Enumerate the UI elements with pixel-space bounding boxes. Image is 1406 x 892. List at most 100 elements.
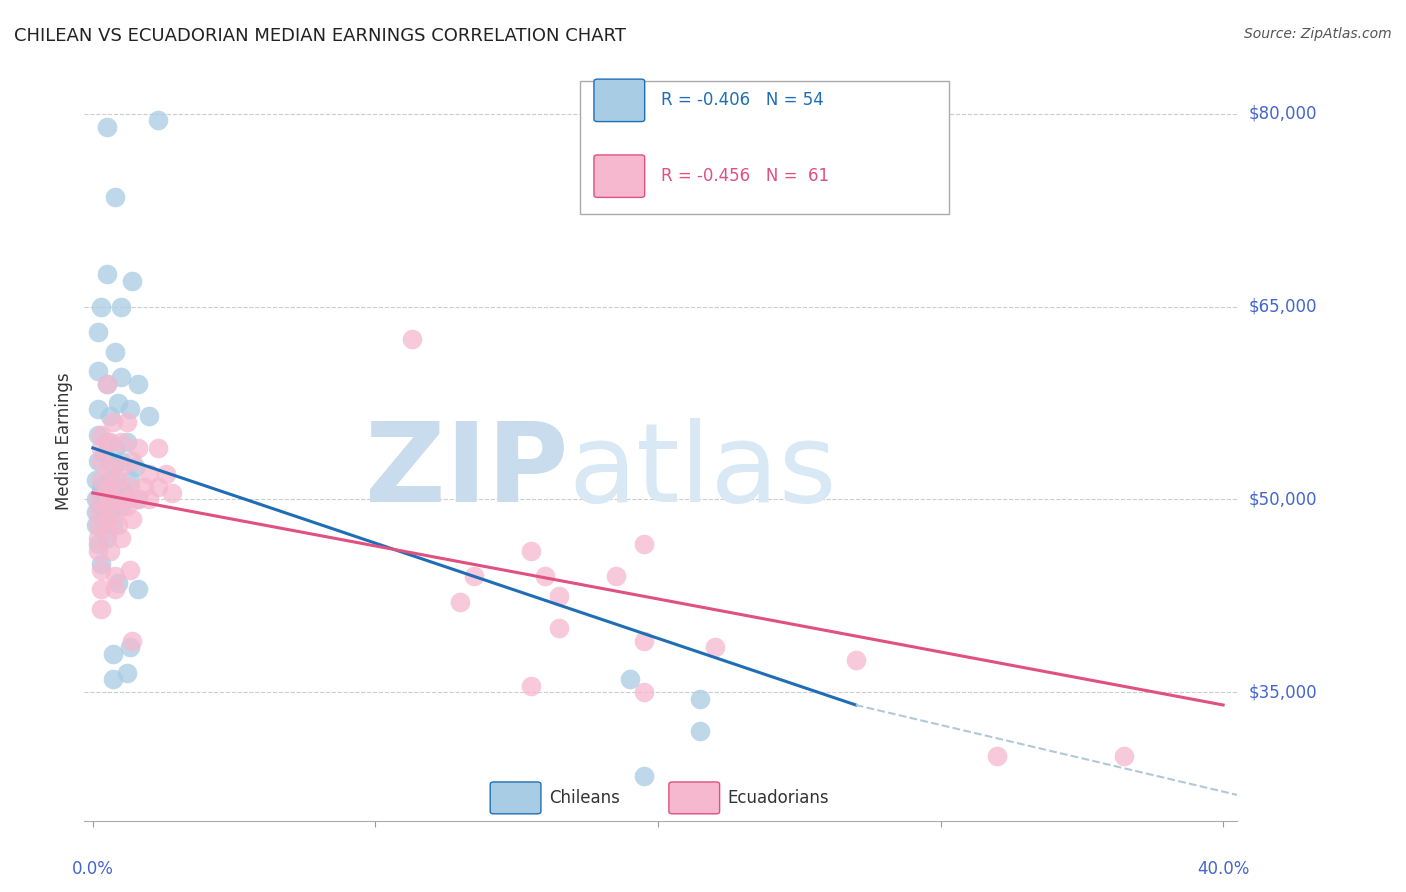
Point: [127, 492, 149, 507]
Point: [146, 441, 169, 455]
Point: [121, 454, 143, 468]
Point: [104, 582, 127, 597]
Point: [127, 492, 149, 507]
Point: [96, 120, 118, 134]
Point: [96, 376, 118, 391]
Point: [121, 511, 143, 525]
Point: [689, 723, 711, 738]
Point: [101, 415, 124, 429]
Point: [138, 467, 160, 481]
Point: [548, 621, 571, 635]
Point: [98, 505, 121, 519]
Point: [1114, 749, 1136, 764]
Point: [90, 499, 112, 513]
Point: [104, 441, 127, 455]
Point: [101, 673, 124, 687]
Point: [90, 441, 112, 455]
Point: [633, 537, 655, 551]
Point: [633, 633, 655, 648]
Point: [689, 691, 711, 706]
Point: [101, 647, 124, 661]
Text: Chileans: Chileans: [548, 789, 620, 807]
Text: $35,000: $35,000: [1249, 683, 1317, 701]
Point: [90, 428, 112, 442]
Point: [96, 486, 118, 500]
Text: $65,000: $65,000: [1249, 298, 1317, 316]
Y-axis label: Median Earnings: Median Earnings: [55, 373, 73, 510]
Point: [118, 402, 141, 417]
Point: [96, 434, 118, 449]
Point: [84, 473, 107, 487]
FancyBboxPatch shape: [593, 155, 645, 197]
Point: [96, 268, 118, 282]
Point: [138, 492, 160, 507]
Point: [90, 582, 112, 597]
Point: [121, 633, 143, 648]
Point: [605, 569, 627, 583]
Point: [87, 537, 110, 551]
Point: [96, 524, 118, 539]
Point: [98, 479, 121, 493]
Point: [98, 543, 121, 558]
Point: [87, 326, 110, 340]
Point: [107, 473, 129, 487]
Point: [107, 575, 129, 590]
Point: [104, 492, 127, 507]
Point: [520, 679, 543, 693]
Point: [104, 190, 127, 204]
Point: [98, 434, 121, 449]
Point: [98, 460, 121, 475]
Point: [87, 505, 110, 519]
Point: [633, 685, 655, 699]
Point: [107, 479, 129, 493]
Point: [96, 531, 118, 545]
Point: [104, 505, 127, 519]
Point: [127, 376, 149, 391]
Point: [90, 601, 112, 615]
Point: [146, 113, 169, 128]
Point: [104, 344, 127, 359]
Point: [87, 531, 110, 545]
Point: [112, 486, 135, 500]
Point: [127, 582, 149, 597]
Point: [96, 492, 118, 507]
Point: [146, 479, 169, 493]
Point: [84, 518, 107, 533]
Point: [90, 479, 112, 493]
Point: [107, 396, 129, 410]
Text: Ecuadorians: Ecuadorians: [728, 789, 830, 807]
Point: [619, 673, 641, 687]
Point: [87, 543, 110, 558]
Point: [104, 492, 127, 507]
Point: [160, 486, 183, 500]
Point: [118, 640, 141, 655]
Point: [96, 511, 118, 525]
Point: [124, 460, 146, 475]
Point: [87, 492, 110, 507]
Point: [118, 479, 141, 493]
Point: [703, 640, 725, 655]
Text: $80,000: $80,000: [1249, 105, 1317, 123]
Point: [845, 653, 868, 667]
Point: [93, 447, 115, 461]
Point: [115, 434, 138, 449]
FancyBboxPatch shape: [593, 79, 645, 121]
Point: [110, 370, 132, 384]
Point: [155, 467, 177, 481]
Point: [84, 505, 107, 519]
Point: [110, 531, 132, 545]
Point: [534, 569, 557, 583]
Point: [90, 557, 112, 571]
Text: CHILEAN VS ECUADORIAN MEDIAN EARNINGS CORRELATION CHART: CHILEAN VS ECUADORIAN MEDIAN EARNINGS CO…: [14, 27, 626, 45]
Point: [121, 274, 143, 288]
Point: [118, 563, 141, 577]
Point: [101, 518, 124, 533]
Point: [87, 454, 110, 468]
Point: [110, 300, 132, 314]
Point: [104, 569, 127, 583]
Point: [110, 499, 132, 513]
Text: $50,000: $50,000: [1249, 491, 1317, 508]
Text: ZIP: ZIP: [366, 418, 568, 525]
Point: [138, 409, 160, 423]
Point: [101, 460, 124, 475]
